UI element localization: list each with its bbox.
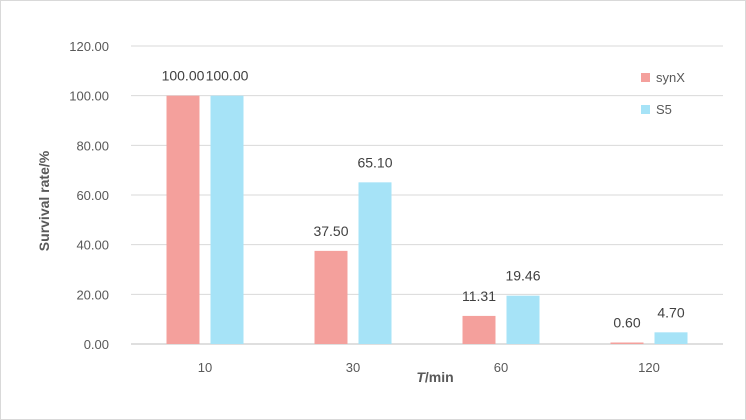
bar-synX-10 [166,95,200,345]
y-tick-label: 120.00 [69,39,109,54]
legend-label-S5: S5 [656,102,672,117]
data-label-S5-60: 19.46 [505,268,540,284]
bar-S5-60 [506,295,540,344]
bar-synX-30 [314,250,348,344]
y-tick-label: 60.00 [76,188,109,203]
bar-synX-60 [462,315,496,344]
legend-swatch-S5 [641,105,650,114]
x-axis-title-unit: /min [425,369,454,385]
data-label-synX-10: 100.00 [162,68,205,84]
y-axis-ticks: 0.00 20.00 40.00 60.00 80.00 100.00 120.00 [69,39,109,352]
legend: synX S5 [641,70,685,117]
bar-S5-30 [358,182,392,344]
x-tick-label: 30 [346,360,360,375]
legend-swatch-synX [641,73,650,82]
bar-synX-120 [610,342,644,344]
data-label-S5-30: 65.10 [357,154,392,170]
y-tick-label: 40.00 [76,238,109,253]
x-axis-title: T/min [416,369,453,385]
data-label-S5-10: 100.00 [206,68,249,84]
data-labels: 100.00 100.00 37.50 65.10 11.31 19.46 0.60 4.70 [162,68,685,331]
data-label-synX-30: 37.50 [313,223,348,239]
x-axis-title-variable: T [416,369,426,385]
y-tick-label: 80.00 [76,138,109,153]
data-label-S5-120: 4.70 [657,304,684,320]
y-tick-label: 20.00 [76,287,109,302]
data-label-synX-120: 0.60 [613,315,640,331]
x-tick-label: 10 [198,360,212,375]
bar-S5-120 [654,332,688,344]
y-axis-title: Survival rate/% [36,150,52,251]
x-axis-ticks: 10 30 60 120 [198,360,660,375]
data-label-synX-60: 11.31 [462,288,496,304]
x-tick-label: 120 [638,360,660,375]
x-tick-label: 60 [494,360,508,375]
y-tick-label: 100.00 [69,89,109,104]
y-tick-label: 0.00 [84,337,109,352]
bar-S5-10 [210,95,244,345]
legend-label-synX: synX [656,70,685,85]
bars [166,95,688,345]
